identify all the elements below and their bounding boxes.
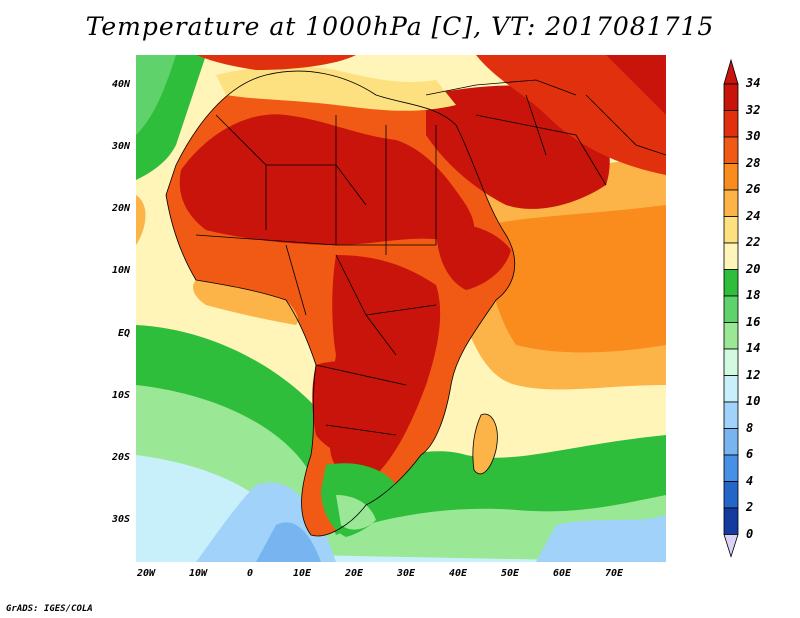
colorbar-label: 18 (746, 288, 761, 302)
canary-warm (136, 195, 146, 245)
lat-tick-label: 10S (111, 390, 130, 401)
lon-tick-label: 50E (500, 568, 520, 579)
colorbar-swatch (723, 242, 739, 270)
colorbar-label: 14 (746, 341, 761, 355)
lon-tick-label: 0 (246, 568, 254, 579)
colorbar-label: 26 (746, 182, 761, 196)
madagascar (472, 413, 498, 475)
colorbar-swatch (723, 295, 739, 323)
mediterranean-sea (216, 65, 456, 111)
temperature-map (136, 55, 666, 562)
colorbar-label: 8 (746, 420, 754, 435)
lon-tick-label: 30E (396, 568, 416, 579)
colorbar-swatch (723, 481, 739, 509)
lon-tick-label: 10E (292, 568, 312, 579)
colorbar-label: 10 (746, 394, 761, 408)
colorbar-top-arrow (723, 58, 739, 85)
lat-tick-label: 30N (111, 141, 130, 152)
southern-africa-hot (312, 361, 408, 457)
colorbar-label: 2 (746, 500, 754, 514)
country-borders (165, 70, 666, 537)
south-africa-lightgreen (336, 495, 376, 530)
lon-tick-label: 20W (136, 568, 156, 579)
colorbar-label: 22 (746, 235, 761, 249)
lon-tick-label: 60E (552, 568, 572, 579)
colorbar-label: 32 (746, 102, 761, 117)
colorbar-label: 0 (746, 526, 754, 541)
lon-tick-label: 40E (448, 568, 468, 579)
lon-tick-label: 10W (188, 568, 208, 579)
colorbar-swatch (723, 110, 739, 138)
colorbar-label: 16 (746, 314, 761, 329)
map-title: Temperature at 1000hPa [C], VT: 20170817… (85, 12, 715, 41)
colorbar-swatch (723, 507, 739, 535)
colorbar-label: 34 (746, 76, 761, 90)
colorbar-label: 28 (746, 155, 761, 170)
colorbar-swatch (723, 216, 739, 244)
colorbar-swatch (723, 375, 739, 403)
colorbar-label: 20 (746, 261, 761, 276)
colorbar-bottom-arrow (723, 534, 739, 558)
colorbar (723, 58, 739, 558)
horn-of-africa-hot (436, 223, 511, 290)
lat-tick-label: EQ (117, 328, 130, 339)
south-deep-blue-patch (256, 522, 321, 562)
lat-tick-label: 30S (111, 514, 130, 525)
grads-credit: GrADS: IGES/COLA (6, 604, 93, 614)
guinea-coast-warm (193, 280, 298, 325)
colorbar-label: 6 (746, 447, 754, 461)
atlantic-north-lightgreen (136, 55, 176, 135)
colorbar-swatch (723, 269, 739, 297)
colorbar-swatch (723, 322, 739, 350)
colorbar-swatch (723, 83, 739, 111)
sahara-hot-core (179, 114, 475, 245)
colorbar-swatch (723, 163, 739, 191)
indian-ocean-orange (486, 205, 666, 353)
iran-hot (606, 55, 666, 115)
colorbar-label: 4 (746, 473, 754, 488)
colorbar-swatch (723, 454, 739, 482)
colorbar-swatch (723, 348, 739, 376)
colorbar-swatch (723, 401, 739, 429)
colorbar-swatch (723, 189, 739, 217)
colorbar-label: 24 (746, 208, 761, 223)
lon-tick-label: 70E (604, 568, 624, 579)
colorbar-label: 30 (746, 129, 761, 143)
lon-tick-label: 20E (344, 568, 364, 579)
lat-tick-label: 10N (111, 265, 130, 276)
middle-east-warm (476, 55, 666, 175)
colorbar-swatch (723, 136, 739, 164)
colorbar-swatch (723, 428, 739, 456)
lat-tick-label: 40N (111, 79, 130, 90)
colorbar-label: 12 (746, 367, 761, 382)
lat-tick-label: 20S (111, 452, 130, 463)
southeast-blue-patch (536, 515, 666, 562)
southern-europe-warm (196, 55, 356, 70)
lat-tick-label: 20N (111, 203, 130, 214)
